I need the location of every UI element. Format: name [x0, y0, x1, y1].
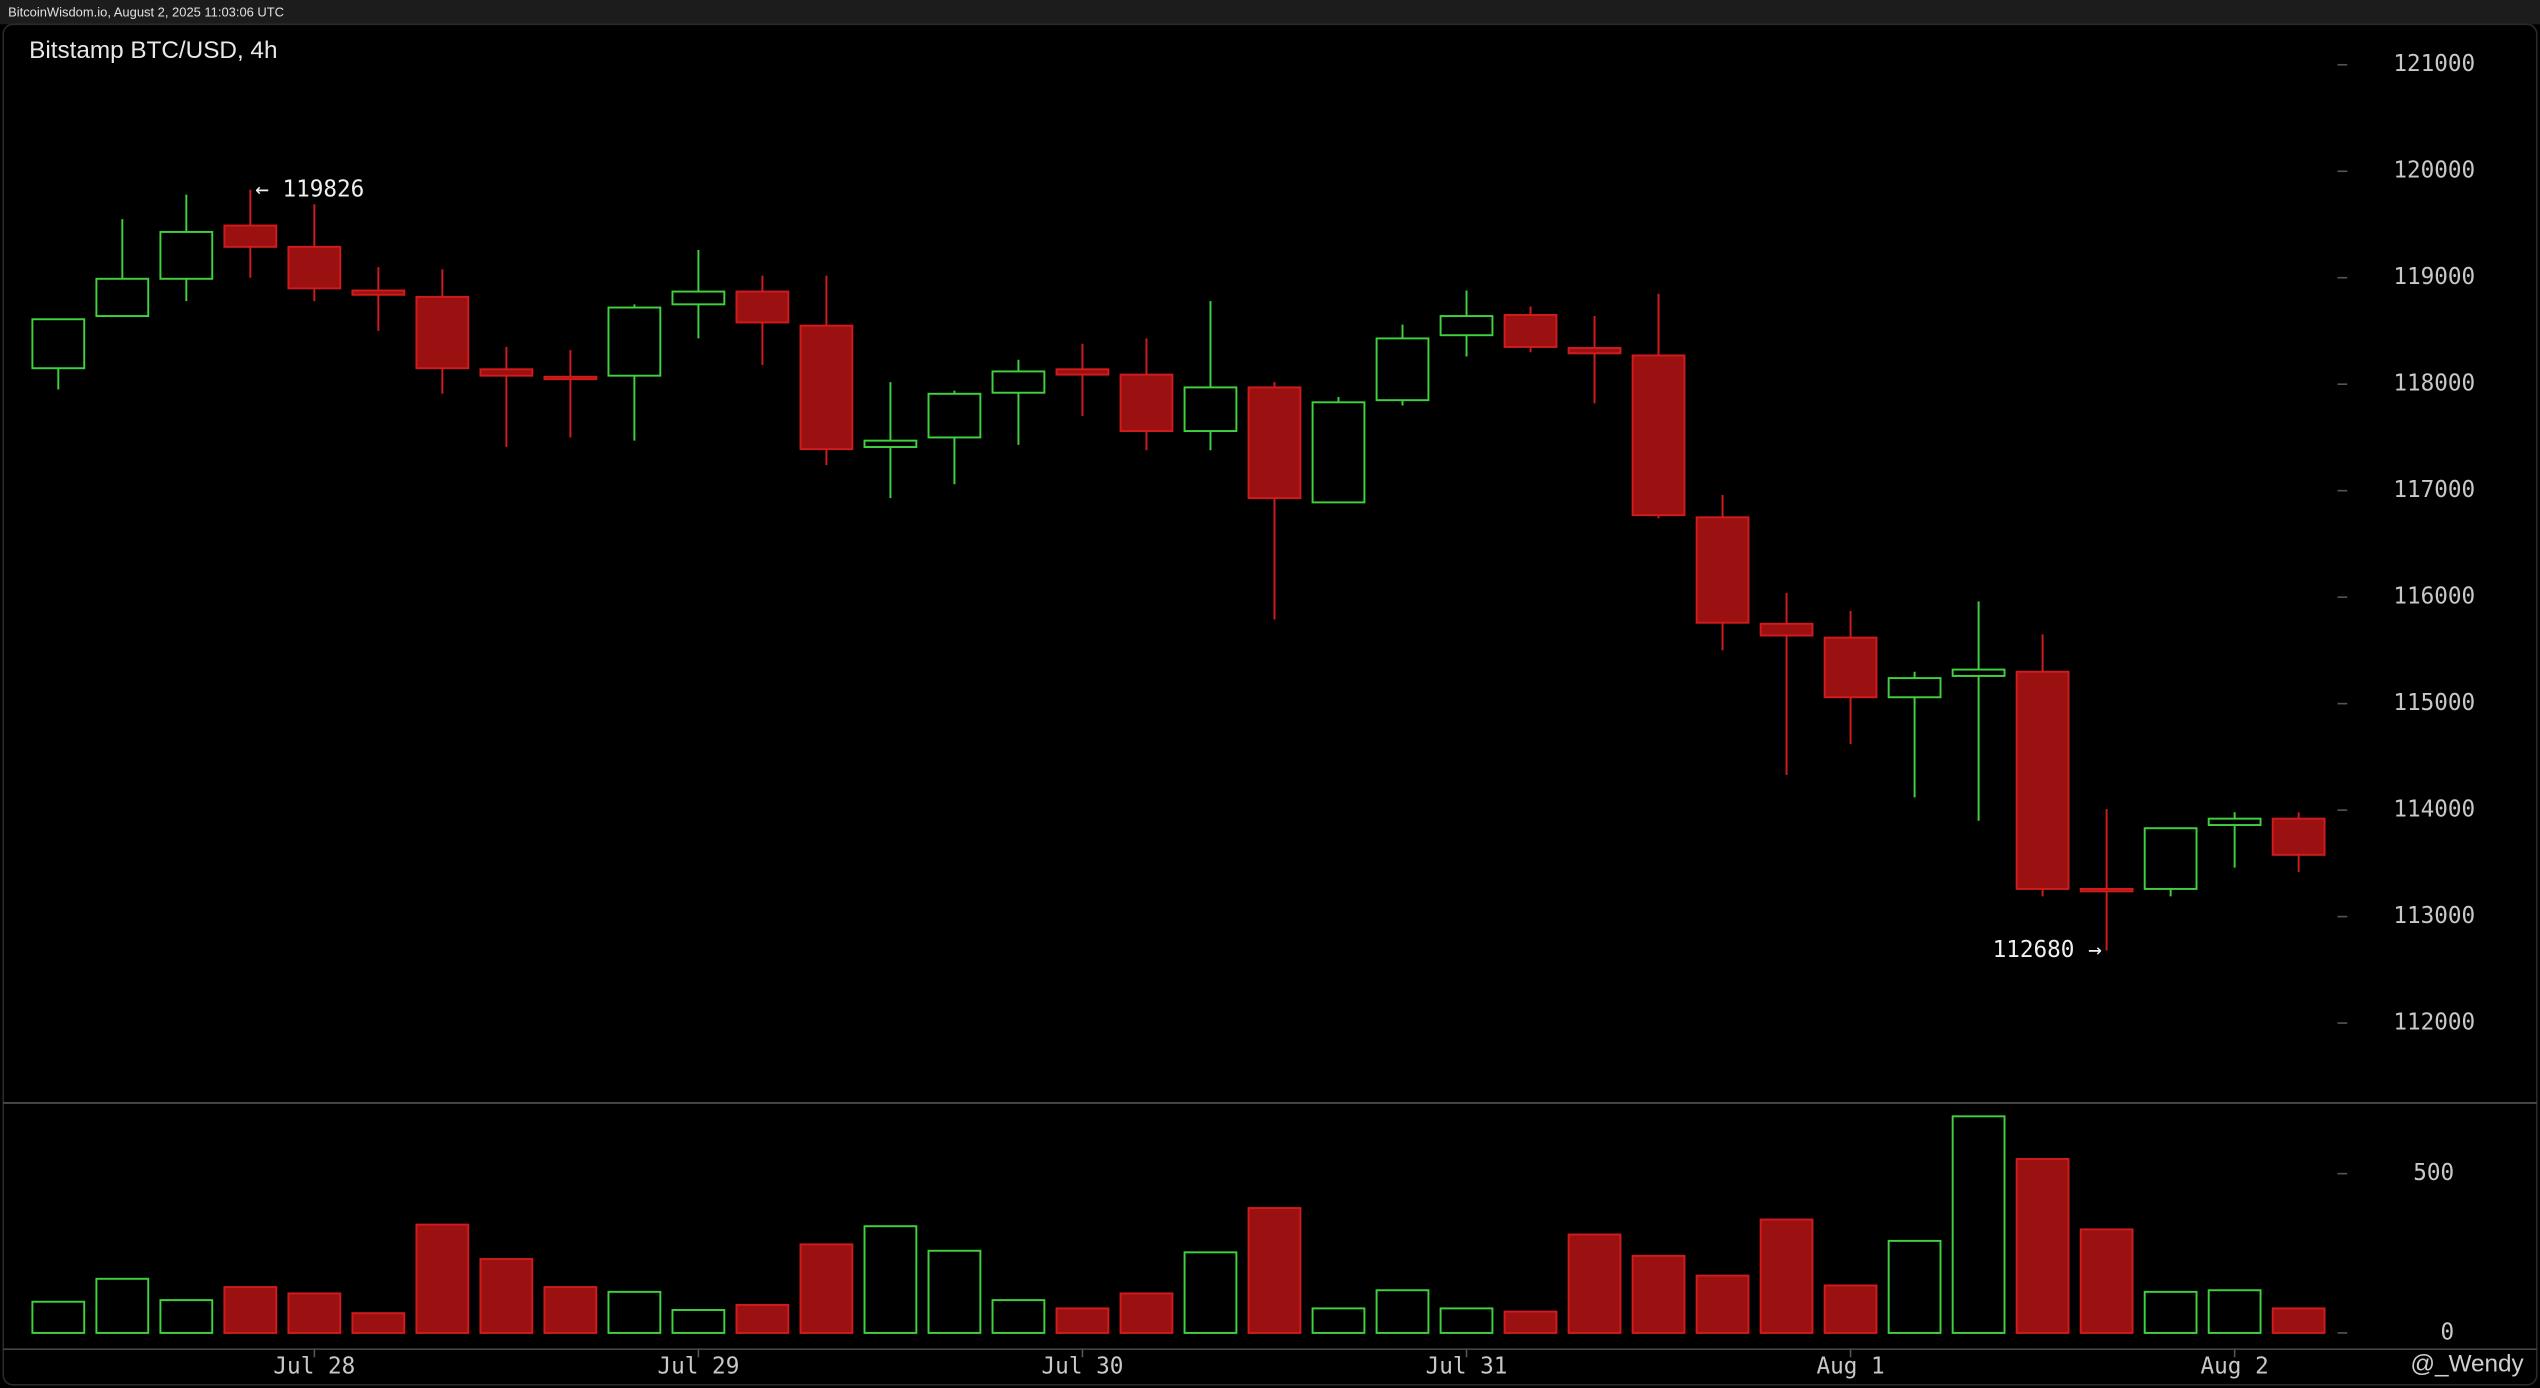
volume-bar: [1567, 1233, 1622, 1334]
candle-body: [1567, 347, 1622, 355]
candle-body: [927, 392, 982, 439]
candle-body: [799, 324, 854, 451]
candle-body: [1503, 314, 1558, 348]
candle-body: [1247, 386, 1302, 500]
candle-body: [31, 318, 86, 370]
volume-bar: [1375, 1289, 1430, 1334]
x-tick-label: Aug 1: [1816, 1353, 1884, 1379]
volume-bar: [223, 1286, 278, 1334]
chart-title: Bitstamp BTC/USD, 4h: [29, 37, 277, 64]
candle-body: [2079, 887, 2134, 893]
volume-bar: [543, 1286, 598, 1334]
candle-body: [671, 290, 726, 306]
volume-bar: [1183, 1251, 1238, 1334]
x-tick-label: Jul 28: [273, 1353, 355, 1379]
candle-body: [1695, 516, 1750, 624]
candle-body: [1439, 315, 1494, 337]
volume-bar: [607, 1290, 662, 1334]
header-text: BitcoinWisdom.io, August 2, 2025 11:03:0…: [8, 4, 284, 19]
candle-body: [2271, 817, 2326, 856]
candle-body: [1375, 337, 1430, 402]
volume-bar: [2271, 1307, 2326, 1334]
candle-body: [1631, 354, 1686, 517]
y-tick-label: 115000: [2393, 690, 2475, 716]
y-tick-label: 119000: [2393, 264, 2475, 290]
candle-body: [287, 245, 342, 290]
chart-frame: [2, 23, 2538, 1386]
volume-bar: [2015, 1158, 2070, 1334]
candle-body: [543, 375, 598, 381]
volume-bar: [1503, 1310, 1558, 1334]
candle-body: [863, 439, 918, 448]
y-tick-label: 121000: [2393, 51, 2475, 77]
candle-body: [1951, 668, 2006, 677]
candle-body: [2015, 670, 2070, 890]
candle-body: [1183, 386, 1238, 433]
candle-body: [479, 368, 534, 377]
volume-bar: [31, 1300, 86, 1334]
header-bar: [0, 0, 2540, 25]
candle-body: [1759, 622, 1814, 637]
candle-body: [2143, 827, 2198, 890]
candle-body: [2207, 817, 2262, 827]
volume-bar: [735, 1303, 790, 1334]
volume-bar: [159, 1299, 214, 1334]
watermark: @_Wendy: [2410, 1351, 2524, 1378]
candle-body: [991, 370, 1046, 394]
volume-bar: [415, 1223, 470, 1334]
candle-body: [415, 295, 470, 370]
y-tick-label: 116000: [2393, 584, 2475, 610]
volume-tick-label: 500: [2413, 1160, 2454, 1186]
volume-bar: [1247, 1207, 1302, 1334]
volume-bar: [479, 1258, 534, 1334]
candle-body: [1823, 636, 1878, 699]
price-annotation: ← 119826: [255, 176, 364, 202]
price-annotation: 112680 →: [1993, 937, 2102, 963]
candle-body: [1887, 677, 1942, 699]
candle-body: [223, 224, 278, 248]
volume-bar: [1759, 1218, 1814, 1334]
y-tick-label: 112000: [2393, 1010, 2475, 1036]
volume-bar: [1631, 1254, 1686, 1334]
candle-body: [351, 289, 406, 296]
y-tick-label: 118000: [2393, 371, 2475, 397]
volume-bar: [1887, 1239, 1942, 1334]
candle-body: [1119, 373, 1174, 433]
volume-bar: [1055, 1307, 1110, 1334]
volume-bar: [927, 1249, 982, 1334]
volume-bar: [1119, 1292, 1174, 1334]
y-tick-label: 117000: [2393, 477, 2475, 503]
volume-bar: [1311, 1307, 1366, 1334]
x-tick-label: Jul 30: [1042, 1353, 1124, 1379]
volume-bar: [799, 1243, 854, 1334]
candle-body: [607, 306, 662, 377]
candle-body: [1311, 401, 1366, 504]
volume-bar: [1439, 1307, 1494, 1334]
y-tick-label: 113000: [2393, 903, 2475, 929]
volume-bar: [1823, 1284, 1878, 1334]
volume-bar: [2079, 1228, 2134, 1334]
candle-body: [159, 230, 214, 280]
volume-bar: [95, 1277, 150, 1334]
y-tick-label: 114000: [2393, 797, 2475, 823]
candle-body: [735, 290, 790, 324]
volume-bar: [863, 1225, 918, 1334]
volume-bar: [1695, 1274, 1750, 1334]
x-tick-label: Jul 29: [657, 1353, 739, 1379]
x-tick-label: Jul 31: [1426, 1353, 1508, 1379]
candle-body: [95, 277, 150, 318]
volume-bar: [2207, 1289, 2262, 1334]
candle-body: [1055, 368, 1110, 376]
volume-bar: [671, 1309, 726, 1334]
volume-bar: [991, 1299, 1046, 1334]
volume-bar: [2143, 1290, 2198, 1334]
y-tick-label: 120000: [2393, 158, 2475, 184]
volume-bar: [287, 1292, 342, 1334]
volume-bar: [1951, 1115, 2006, 1334]
volume-bar: [351, 1312, 406, 1334]
volume-tick-label: 0: [2441, 1319, 2455, 1345]
x-tick-label: Aug 2: [2201, 1353, 2269, 1379]
